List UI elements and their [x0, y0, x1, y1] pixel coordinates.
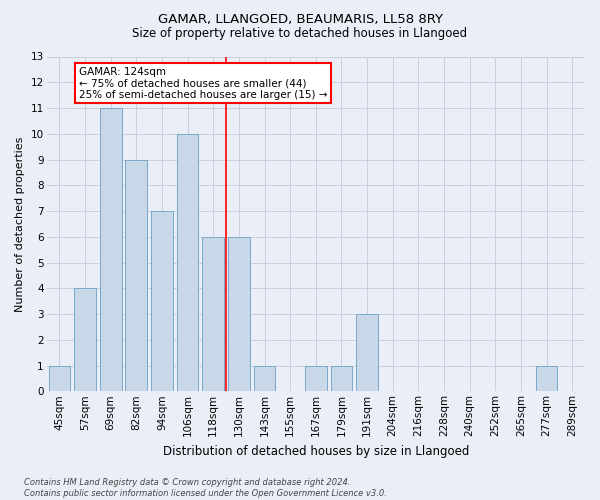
Bar — [305, 366, 326, 392]
Bar — [356, 314, 378, 392]
Bar — [100, 108, 122, 392]
Text: GAMAR: 124sqm
← 75% of detached houses are smaller (44)
25% of semi-detached hou: GAMAR: 124sqm ← 75% of detached houses a… — [79, 66, 328, 100]
Text: Contains HM Land Registry data © Crown copyright and database right 2024.
Contai: Contains HM Land Registry data © Crown c… — [24, 478, 387, 498]
Bar — [228, 237, 250, 392]
Bar — [49, 366, 70, 392]
Bar — [254, 366, 275, 392]
Text: Size of property relative to detached houses in Llangoed: Size of property relative to detached ho… — [133, 28, 467, 40]
Bar — [177, 134, 199, 392]
Y-axis label: Number of detached properties: Number of detached properties — [15, 136, 25, 312]
Bar — [202, 237, 224, 392]
Bar — [151, 211, 173, 392]
Bar — [125, 160, 147, 392]
Text: GAMAR, LLANGOED, BEAUMARIS, LL58 8RY: GAMAR, LLANGOED, BEAUMARIS, LL58 8RY — [157, 12, 443, 26]
Bar — [331, 366, 352, 392]
Bar — [536, 366, 557, 392]
X-axis label: Distribution of detached houses by size in Llangoed: Distribution of detached houses by size … — [163, 444, 469, 458]
Bar — [74, 288, 96, 392]
